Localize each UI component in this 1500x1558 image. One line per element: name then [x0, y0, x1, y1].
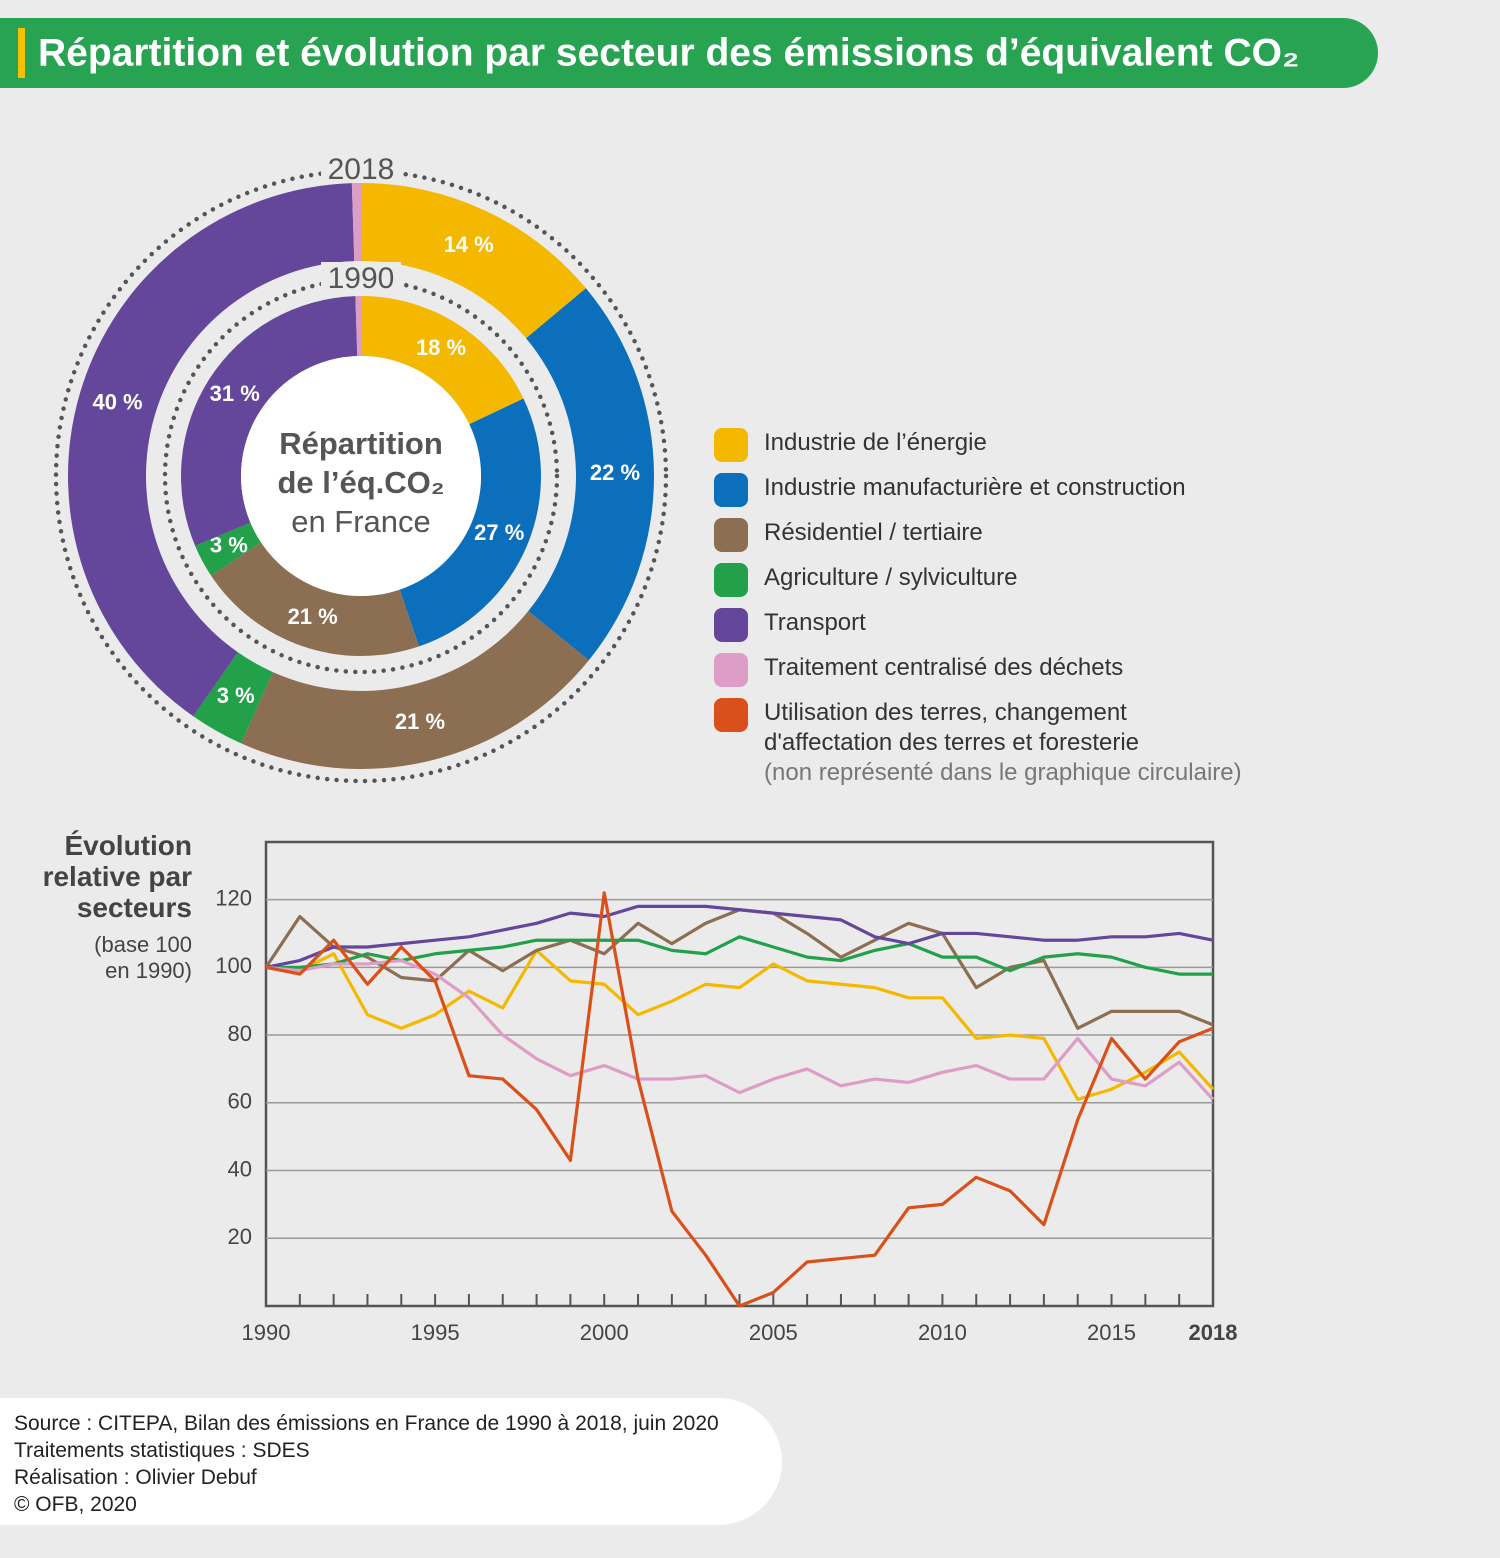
line-series	[266, 935, 1213, 976]
legend-label: Industrie de l’énergie	[764, 429, 987, 456]
x-tick-label: 2005	[749, 1320, 798, 1345]
donut-slice	[361, 183, 586, 339]
plot-area	[264, 840, 1215, 1308]
legend-item: Agriculture / sylviculture	[714, 563, 1242, 597]
center-text: de l’éq.CO₂	[277, 465, 444, 500]
line-series	[265, 891, 1214, 1308]
legend-item: Utilisation des terres, changement d'aff…	[714, 698, 1242, 758]
donut-slice	[526, 288, 654, 661]
donut-center	[241, 356, 481, 596]
donut-slice	[181, 296, 358, 546]
legend-item: Transport	[714, 608, 1242, 642]
footer-line: Source : CITEPA, Bilan des émissions en …	[14, 1412, 719, 1435]
footer-line: © OFB, 2020	[14, 1493, 137, 1516]
legend-swatch	[714, 563, 748, 597]
legend-note: (non représenté dans le graphique circul…	[764, 759, 1242, 786]
x-tick-label: 2000	[580, 1320, 629, 1345]
y-tick-label: 80	[228, 1021, 252, 1046]
y-axis-note: (base 100 en 1990)	[94, 932, 192, 983]
donut-slice	[211, 542, 420, 656]
legend-item: Résidentiel / tertiaire	[714, 518, 1242, 552]
footer-line: Réalisation : Olivier Debuf	[14, 1466, 257, 1489]
value-label: 40 %	[92, 389, 142, 414]
x-tick-label: 2018	[1189, 1320, 1238, 1345]
value-label: 27 %	[474, 520, 524, 545]
donut-slice	[68, 183, 355, 717]
legend-label: Agriculture / sylviculture	[764, 564, 1018, 591]
donut-slice	[240, 611, 589, 769]
ring-label: 1990	[328, 262, 395, 295]
legend-swatch	[714, 608, 748, 642]
x-tick-label: 1990	[242, 1320, 291, 1345]
y-axis-label: Évolution relative par secteurs	[42, 830, 192, 923]
donut-slice	[361, 296, 524, 425]
x-tick-label: 2010	[918, 1320, 967, 1345]
donut-slice	[399, 398, 541, 647]
donut-slice	[351, 183, 361, 262]
legend-swatch	[714, 518, 748, 552]
legend-label: Utilisation des terres, changement d'aff…	[764, 699, 1140, 756]
legend-label: Industrie manufacturière et construction	[764, 474, 1186, 501]
value-label: 21 %	[395, 709, 445, 734]
value-label: 21 %	[288, 604, 338, 629]
y-tick-label: 40	[228, 1156, 252, 1181]
y-tick-label: 120	[215, 885, 252, 910]
legend-label: Résidentiel / tertiaire	[764, 519, 983, 546]
center-text: Répartition	[279, 426, 443, 461]
center-text: en France	[291, 504, 431, 539]
legend-label: Traitement centralisé des déchets	[764, 654, 1124, 681]
legend-item: Industrie de l’énergie	[714, 428, 1242, 462]
line-series	[265, 948, 1215, 1101]
ring-label-bg	[321, 262, 401, 298]
value-label: 14 %	[444, 232, 494, 257]
legend-item: Traitement centralisé des déchets	[714, 653, 1242, 687]
footer-line: Traitements statistiques : SDES	[14, 1439, 310, 1462]
legend-item: Industrie manufacturière et construction	[714, 473, 1242, 507]
value-label: 18 %	[416, 335, 466, 360]
value-label: 22 %	[590, 460, 640, 485]
title-bar	[0, 18, 1378, 88]
line-series	[265, 904, 1214, 969]
title: Répartition et évolution par secteur des…	[38, 31, 1299, 74]
legend-swatch	[714, 473, 748, 507]
donut-slice	[195, 522, 262, 576]
donut-slice	[193, 652, 273, 744]
legend: Industrie de l’énergie Industrie manufact…	[714, 428, 1242, 788]
x-tick-label: 2015	[1087, 1320, 1136, 1345]
legend-swatch	[714, 428, 748, 462]
y-tick-label: 100	[215, 953, 252, 978]
value-label: 31 %	[210, 381, 260, 406]
footer: Source : CITEPA, Bilan des émissions en …	[0, 1398, 782, 1525]
legend-swatch	[714, 653, 748, 687]
donut-slice	[355, 296, 361, 357]
legend-label: Transport	[764, 609, 866, 636]
title-accent	[18, 28, 25, 78]
x-tick-label: 1995	[411, 1320, 460, 1345]
legend-swatch	[714, 698, 748, 732]
value-label: 3 %	[217, 683, 255, 708]
y-tick-label: 20	[228, 1224, 252, 1249]
ring-label: 2018	[328, 153, 395, 186]
y-tick-label: 60	[228, 1089, 252, 1114]
